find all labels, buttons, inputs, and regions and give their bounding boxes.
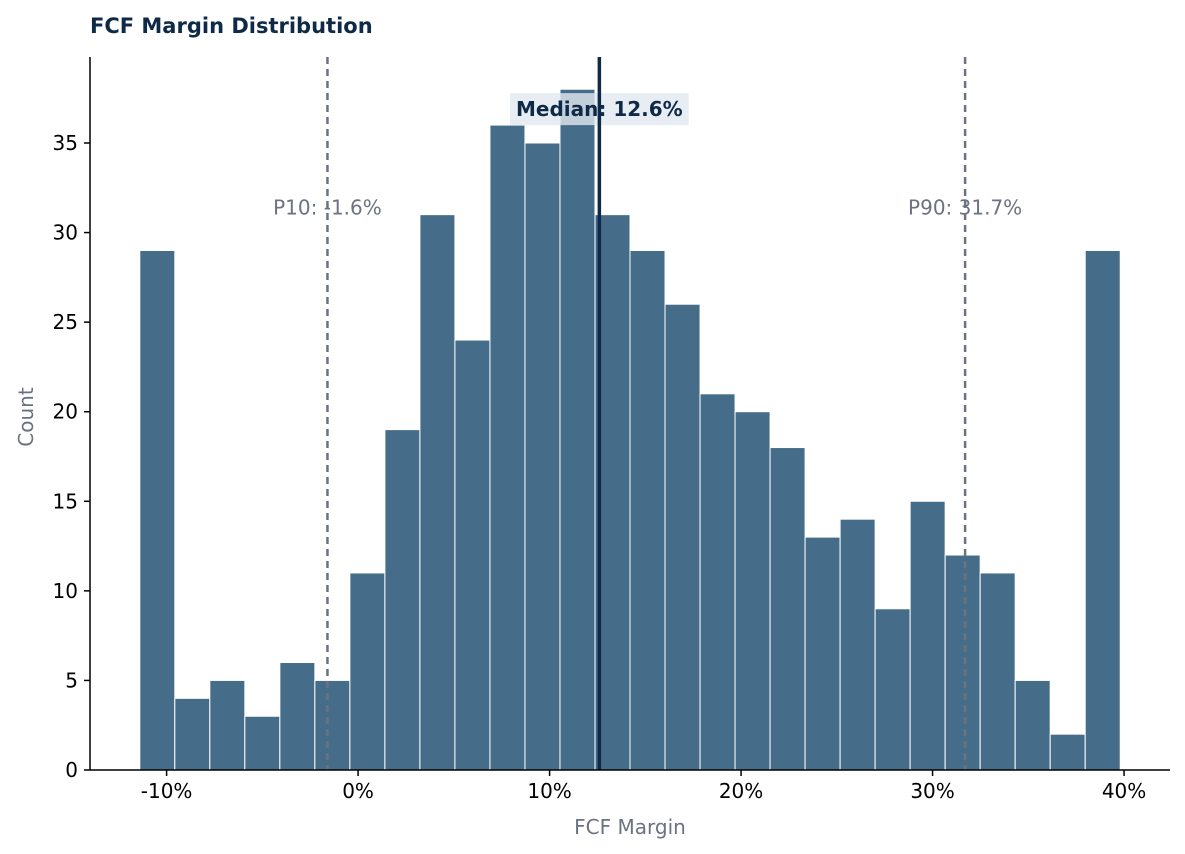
p90-label: P90: 31.7% [908, 196, 1022, 220]
histogram-bar [349, 572, 386, 771]
histogram-bars [139, 88, 1121, 771]
y-tick-label: 30 [53, 221, 78, 245]
y-tick-label: 10 [53, 579, 78, 603]
histogram-bar [384, 429, 421, 771]
x-tick-label: 40% [1102, 779, 1146, 803]
y-axis-label: Count [14, 387, 38, 447]
histogram-bar [244, 715, 281, 771]
histogram-bar [664, 303, 701, 771]
x-tick-label: 0% [342, 779, 374, 803]
y-tick-label: 20 [53, 400, 78, 424]
y-tick-label: 5 [65, 668, 78, 692]
histogram-bar [174, 697, 211, 771]
p10-label: P10: -1.6% [273, 196, 382, 220]
histogram-bar [419, 214, 456, 771]
histogram-bar [909, 500, 946, 771]
histogram-bar [139, 249, 176, 771]
histogram-bar [944, 554, 981, 771]
x-ticks: -10% 0% 10% 20% 30% 40% [141, 770, 1146, 803]
histogram-bar [629, 249, 666, 771]
y-ticks: 0 5 10 15 20 25 30 35 [53, 131, 90, 782]
y-tick-label: 25 [53, 310, 78, 334]
histogram-bar [734, 411, 771, 771]
histogram-bar [804, 536, 841, 771]
histogram-bar [209, 679, 246, 771]
chart-title: FCF Margin Distribution [90, 14, 373, 38]
y-tick-label: 15 [53, 489, 78, 513]
histogram-bar [839, 518, 876, 771]
y-tick-label: 35 [53, 131, 78, 155]
x-axis-label: FCF Margin [574, 815, 686, 839]
axes [89, 57, 1170, 771]
histogram-bar [769, 447, 806, 771]
histogram-bar [279, 662, 316, 771]
histogram-bar [489, 124, 526, 771]
x-tick-label: -10% [141, 779, 193, 803]
y-tick-label: 0 [65, 758, 78, 782]
histogram-bar [1084, 249, 1121, 771]
histogram-bar [979, 572, 1016, 771]
histogram-bar [874, 608, 911, 771]
reference-lines: P10: -1.6% P90: 31.7%Median: 12.6% [273, 57, 1022, 770]
histogram-bar [524, 142, 561, 771]
x-tick-label: 20% [719, 779, 763, 803]
histogram-bar [699, 393, 736, 771]
histogram-bar [1049, 733, 1086, 771]
x-tick-label: 30% [910, 779, 954, 803]
histogram-bar [314, 679, 351, 771]
histogram-bar [454, 339, 491, 771]
x-tick-label: 10% [527, 779, 571, 803]
histogram-bar [1014, 679, 1051, 771]
histogram-bar [559, 88, 596, 771]
